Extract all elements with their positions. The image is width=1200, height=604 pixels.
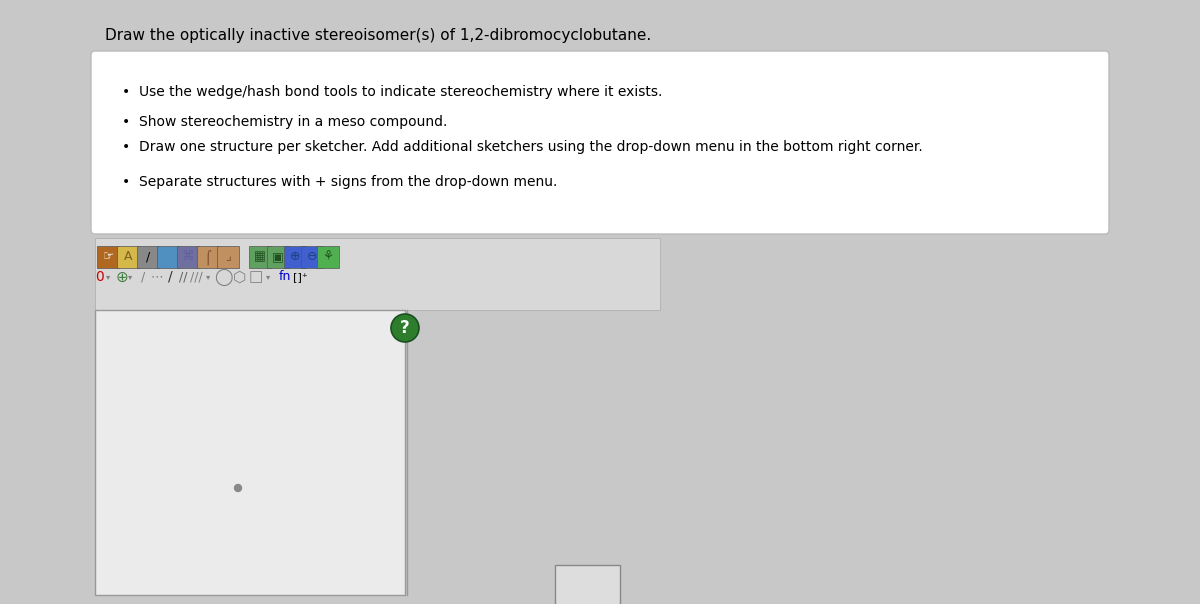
Bar	[554, 565, 620, 604]
Text: /: /	[168, 270, 173, 284]
Text: A: A	[124, 251, 132, 263]
Text: ⌠: ⌠	[205, 249, 211, 265]
Bar	[284, 246, 306, 268]
Text: •  Draw one structure per sketcher. Add additional sketchers using the drop-down: • Draw one structure per sketcher. Add a…	[122, 140, 923, 154]
Text: ▾: ▾	[206, 272, 210, 281]
Circle shape	[234, 484, 241, 492]
Text: •  Use the wedge/hash bond tools to indicate stereochemistry where it exists.: • Use the wedge/hash bond tools to indic…	[122, 85, 662, 99]
Bar	[178, 246, 199, 268]
Text: ☞: ☞	[102, 251, 114, 263]
Text: /: /	[140, 271, 145, 283]
Bar	[95, 238, 660, 310]
Bar	[137, 246, 158, 268]
Bar	[217, 246, 239, 268]
Text: ⊙: ⊙	[163, 251, 173, 263]
Bar	[197, 246, 220, 268]
Bar	[95, 310, 406, 595]
Text: ⬡: ⬡	[233, 269, 247, 284]
Text: □: □	[248, 269, 263, 284]
Text: •  Show stereochemistry in a meso compound.: • Show stereochemistry in a meso compoun…	[122, 115, 448, 129]
Text: ▣: ▣	[272, 251, 284, 263]
Text: fn: fn	[278, 271, 292, 283]
FancyBboxPatch shape	[91, 51, 1109, 234]
Text: ⊖: ⊖	[307, 251, 317, 263]
Text: []⁺: []⁺	[293, 272, 307, 282]
Text: ⚘: ⚘	[323, 251, 334, 263]
Text: ▾: ▾	[106, 272, 110, 281]
Text: 0: 0	[96, 270, 104, 284]
Text: ⌟: ⌟	[226, 251, 230, 263]
Bar	[266, 246, 289, 268]
Bar	[157, 246, 179, 268]
Text: ▾: ▾	[266, 272, 270, 281]
Text: ⊕: ⊕	[289, 251, 300, 263]
Bar	[317, 246, 340, 268]
Text: •  Separate structures with + signs from the drop-down menu.: • Separate structures with + signs from …	[122, 175, 557, 189]
Text: /: /	[146, 251, 150, 263]
Text: ▦: ▦	[254, 251, 266, 263]
Text: ⌘: ⌘	[181, 251, 194, 263]
Bar	[250, 246, 271, 268]
Bar	[118, 246, 139, 268]
Text: //: //	[179, 271, 187, 283]
Bar	[97, 246, 119, 268]
Text: Draw the optically inactive stereoisomer(s) of 1,2-dibromocyclobutane.: Draw the optically inactive stereoisomer…	[106, 28, 652, 43]
Circle shape	[391, 314, 419, 342]
Text: ///: ///	[190, 271, 203, 283]
Text: ?: ?	[400, 319, 410, 337]
Text: ⊕: ⊕	[115, 269, 128, 284]
Bar	[301, 246, 323, 268]
Text: ◯: ◯	[214, 268, 233, 286]
Text: ▾: ▾	[128, 272, 132, 281]
Text: ⋯: ⋯	[151, 271, 163, 283]
